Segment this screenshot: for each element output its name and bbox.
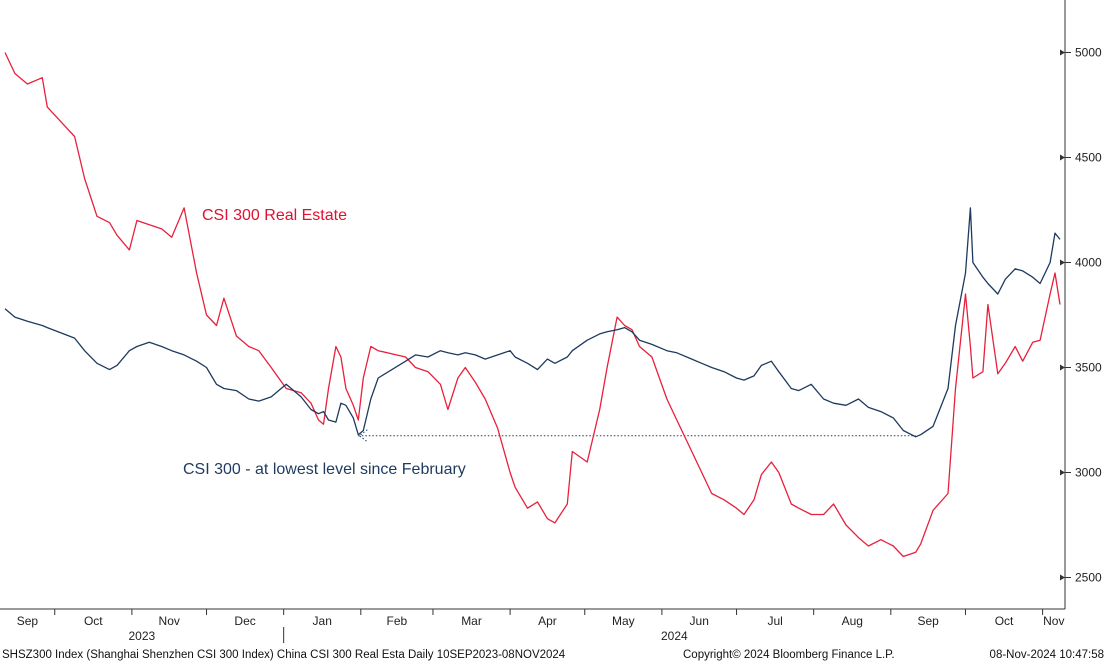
y-tick-label: 4500 [1075,151,1102,165]
series-line-csi300 [4,207,1061,438]
annotations: CSI 300 Real Estate CSI 300 - at lowest … [183,207,466,478]
x-tick-label-aug: Aug [842,614,863,628]
x-tick-label-feb: Feb [387,614,408,628]
y-tick-arrow [1060,364,1065,371]
plot-area [0,0,1066,610]
y-tick-arrow [1060,154,1065,161]
y-tick-arrow [1060,49,1065,56]
y-tick-label: 3000 [1075,466,1102,480]
x-tick-label-oct: Oct [995,614,1014,628]
y-tick-label: 3500 [1075,361,1102,375]
annotation-real-estate: CSI 300 Real Estate [202,207,347,224]
annotation-csi300: CSI 300 - at lowest level since February [183,461,466,478]
x-tick-label-mar: Mar [461,614,482,628]
x-axis: Sep Oct Nov Dec Jan Feb Mar Apr May Jun Jul Aug Sep O… [17,609,1064,643]
series-layer [4,52,1061,558]
footer-copyright: Copyright© 2024 Bloomberg Finance L.P. [683,649,895,661]
x-tick-label-sep: Sep [917,614,939,628]
x-tick-label-dec: Dec [234,614,255,628]
y-tick-arrow [1060,574,1065,581]
footer-source: SHSZ300 Index (Shanghai Shenzhen CSI 300… [2,649,566,661]
x-tick-label-nov: Nov [159,614,180,628]
y-tick-label: 4000 [1075,256,1102,270]
footer-timestamp: 08-Nov-2024 10:47:58 [990,649,1104,661]
x-tick-label-jun: Jun [690,614,709,628]
footer: SHSZ300 Index (Shanghai Shenzhen CSI 300… [2,649,1104,661]
x-tick-label-sep: Sep [17,614,39,628]
y-axis: 2500 3000 3500 4000 4500 5000 [1060,46,1102,585]
x-tick-label-oct: Oct [84,614,103,628]
x-tick-label-may: May [612,614,635,628]
y-tick-arrow [1060,259,1065,266]
year-label-2024: 2024 [661,629,688,643]
x-tick-label-jan: Jan [313,614,332,628]
y-tick-label: 2500 [1075,571,1102,585]
x-tick-label-apr: Apr [538,614,557,628]
y-tick-arrow [1060,469,1065,476]
x-tick-label-jul: Jul [767,614,782,628]
reference-line-layer [358,429,916,443]
y-tick-label: 5000 [1075,46,1102,60]
x-tick-label-nov: Nov [1043,614,1064,628]
year-label-2023: 2023 [128,629,155,643]
series-line-csi300-real-estate [4,52,1061,558]
